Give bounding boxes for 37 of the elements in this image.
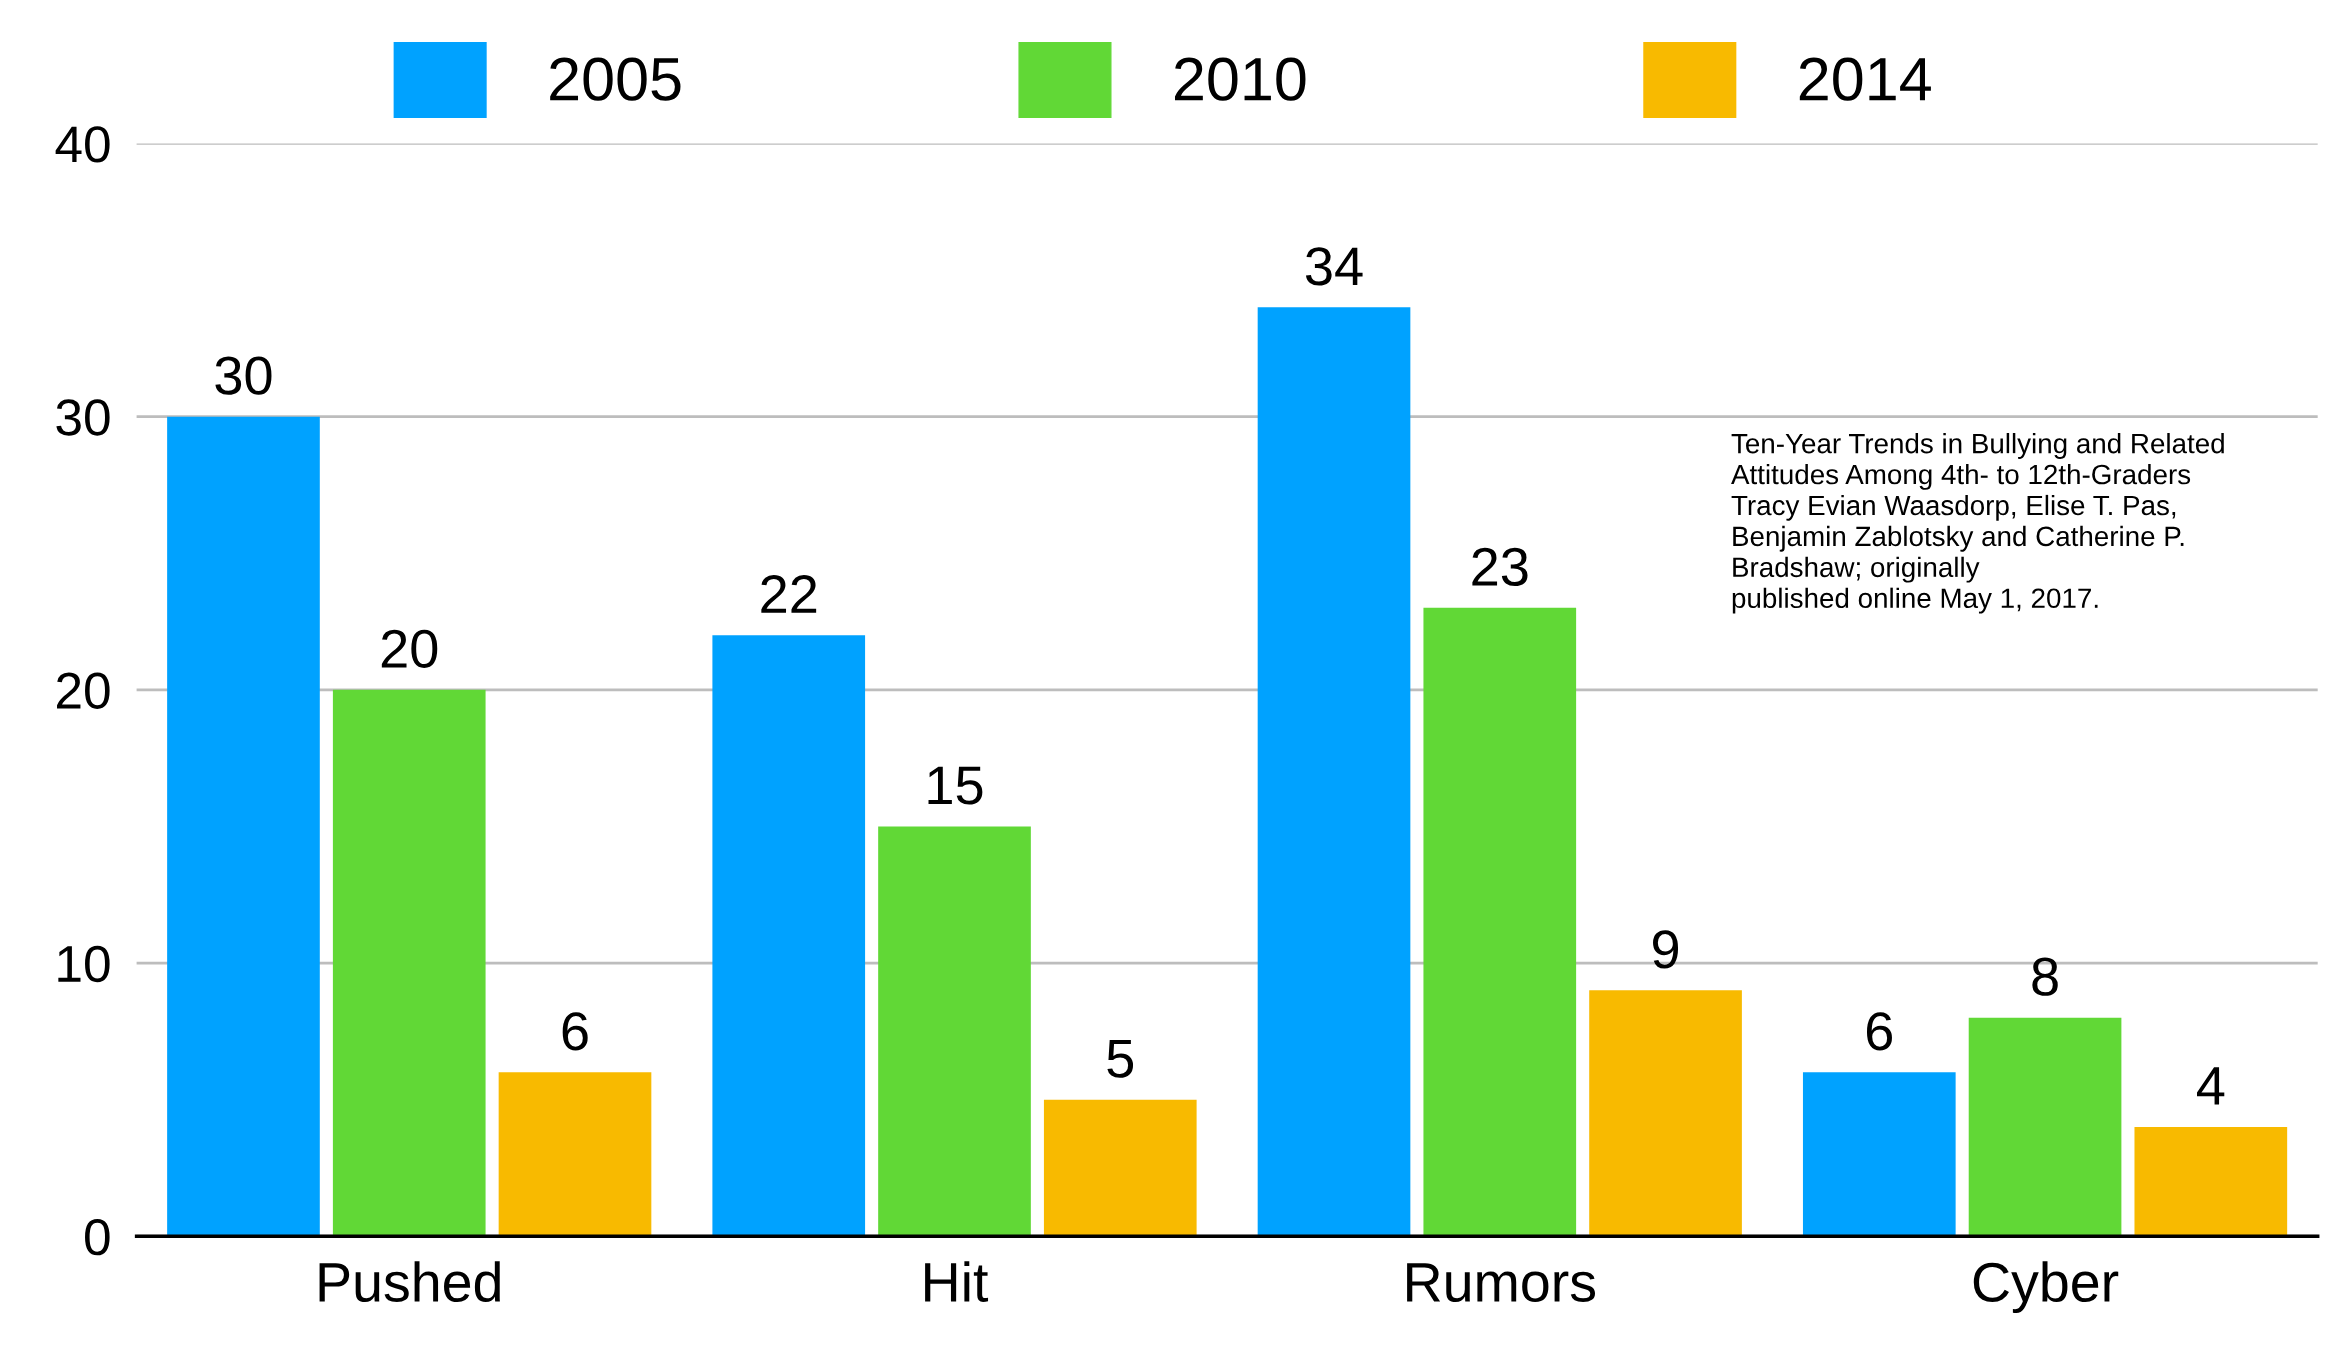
y-tick-label: 30 [56, 399, 110, 436]
data-label: 8 [2032, 957, 2058, 996]
bar [2134, 1126, 2288, 1237]
bar [332, 689, 486, 1237]
data-label: 22 [761, 575, 817, 613]
y-tick-label: 10 [58, 945, 110, 983]
y-tick-label: 20 [57, 672, 110, 709]
legend-label: 2010 [1175, 57, 1306, 101]
data-label: 9 [1653, 930, 1679, 969]
data-label: 6 [562, 1012, 588, 1051]
x-tick-label: Rumors [1407, 1263, 1596, 1303]
y-tick-label: 40 [55, 126, 110, 163]
bar [1423, 607, 1577, 1237]
x-tick-label: Pushed [319, 1261, 500, 1303]
x-tick-label: Cyber [1973, 1261, 2119, 1314]
bar [498, 1072, 652, 1237]
data-label: 30 [215, 356, 272, 395]
data-label: 23 [1472, 547, 1528, 587]
legend-label: 2014 [1799, 57, 1931, 101]
bar [878, 826, 1031, 1237]
bar [1257, 307, 1411, 1237]
bar [1589, 990, 1742, 1237]
bar [712, 635, 866, 1237]
bar [167, 416, 320, 1237]
x-tick-label: Hit [925, 1261, 989, 1302]
data-label: 15 [928, 766, 983, 805]
data-label: 34 [1305, 247, 1363, 286]
bar [1802, 1072, 1956, 1237]
bar [1968, 1017, 2122, 1237]
data-label: 20 [381, 629, 438, 669]
data-label: 5 [1107, 1040, 1134, 1078]
bar [1043, 1099, 1197, 1237]
y-tick-label: 0 [85, 1218, 110, 1256]
data-label: 6 [1866, 1012, 1892, 1051]
annotation: Ten-Year Trends in Bullying and Related Attitudes Among 4th- to 12th-Graders Tracy Evian Waasdorp, Elise T. Pas, Benjamin Zablotsky and Catherine P. Bradshaw; originally published online May 1, 2017. [1731, 433, 2224, 614]
data-label: 4 [2197, 1067, 2225, 1105]
legend-label: 2005 [550, 57, 681, 101]
